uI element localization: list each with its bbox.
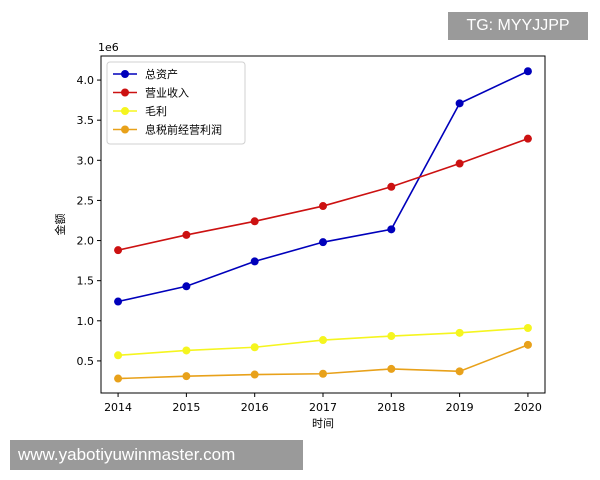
data-point bbox=[387, 364, 396, 373]
x-tick-label: 2019 bbox=[446, 401, 474, 414]
legend-label: 息税前经营利润 bbox=[145, 123, 222, 137]
data-point bbox=[114, 297, 123, 306]
data-point bbox=[387, 332, 396, 341]
legend-swatch-marker bbox=[121, 107, 129, 115]
data-point bbox=[250, 217, 259, 226]
data-point bbox=[250, 370, 259, 379]
legend-swatch-marker bbox=[121, 125, 129, 134]
data-point bbox=[319, 369, 327, 378]
data-point bbox=[182, 346, 191, 355]
x-tick-label: 2017 bbox=[309, 401, 337, 414]
data-point bbox=[182, 372, 191, 381]
data-point bbox=[182, 282, 191, 291]
data-point bbox=[387, 182, 396, 191]
data-point bbox=[114, 351, 123, 360]
data-point bbox=[319, 202, 327, 211]
legend-label: 总资产 bbox=[145, 67, 178, 81]
y-tick-label: 4.0 bbox=[77, 74, 95, 87]
data-point bbox=[455, 159, 464, 168]
data-point bbox=[387, 225, 396, 234]
legend-label: 营业收入 bbox=[145, 86, 189, 100]
data-point bbox=[455, 367, 464, 376]
x-tick-label: 2016 bbox=[241, 401, 269, 414]
y-tick-label: 3.0 bbox=[77, 154, 95, 167]
legend-swatch-marker bbox=[121, 88, 129, 97]
data-point bbox=[319, 238, 327, 247]
data-point bbox=[250, 343, 259, 352]
data-point bbox=[523, 134, 532, 143]
y-tick-label: 1.5 bbox=[77, 275, 95, 288]
y-tick-label: 2.0 bbox=[77, 235, 95, 248]
series-layer bbox=[114, 67, 532, 383]
y-tick-label: 1.0 bbox=[77, 315, 95, 328]
legend-label: 毛利 bbox=[145, 105, 167, 118]
data-point bbox=[182, 230, 191, 239]
x-tick-label: 2018 bbox=[377, 401, 405, 414]
series-line bbox=[117, 137, 529, 251]
data-point bbox=[250, 257, 259, 266]
data-point bbox=[523, 67, 532, 76]
x-tick-label: 2020 bbox=[514, 401, 542, 414]
y-tick-label: 3.5 bbox=[77, 114, 95, 127]
watermark-top: TG: MYYJJPP bbox=[448, 12, 588, 40]
legend-swatch-marker bbox=[121, 70, 129, 78]
data-point bbox=[523, 340, 532, 349]
x-tick-label: 2014 bbox=[104, 401, 132, 414]
legend-box bbox=[106, 61, 246, 145]
data-point bbox=[319, 336, 327, 345]
data-point bbox=[455, 328, 464, 337]
x-axis-label: 时间 bbox=[312, 417, 334, 430]
y-tick-label: 2.5 bbox=[77, 194, 95, 207]
watermark-bottom: www.yabotiyuwinmaster.com bbox=[10, 440, 303, 470]
y-tick-label: 0.5 bbox=[77, 355, 95, 368]
data-point bbox=[114, 246, 123, 255]
y-axis-label: 金额 bbox=[53, 214, 67, 236]
axes: 2014 2015 2016 2017 2018 2019 2020 0.5 1.0 1.5 2.0… bbox=[53, 41, 542, 430]
y-offset-label: 1e6 bbox=[98, 41, 119, 54]
x-tick-label: 2015 bbox=[172, 401, 200, 414]
data-point bbox=[455, 99, 464, 108]
data-point bbox=[114, 374, 123, 383]
data-point bbox=[523, 324, 532, 333]
